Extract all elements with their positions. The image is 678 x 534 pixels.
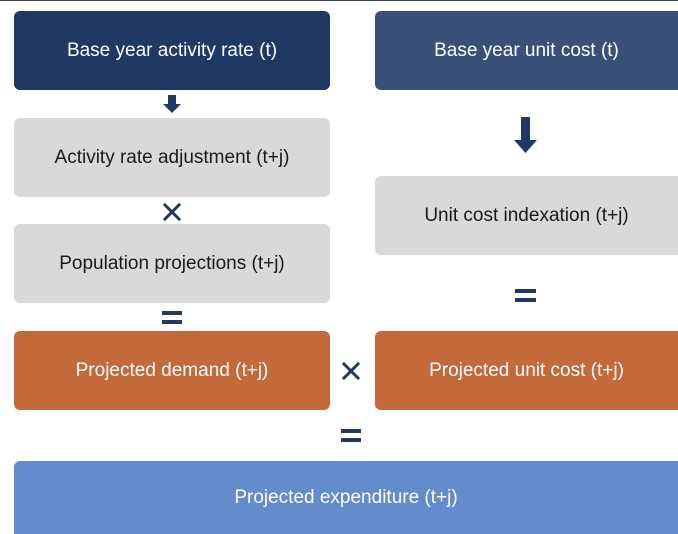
box: Projected expenditure (t+j) (14, 461, 678, 534)
equals (515, 298, 536, 302)
box: Unit cost indexation (t+j) (375, 176, 678, 255)
equals (162, 311, 182, 315)
times (162, 202, 182, 222)
equals (341, 438, 361, 442)
equals (162, 320, 182, 324)
top-rule (0, 0, 678, 1)
box: Population projections (t+j) (14, 224, 330, 303)
box: Activity rate adjustment (t+j) (14, 118, 330, 197)
box: Projected unit cost (t+j) (375, 331, 678, 410)
arrow-down (163, 95, 181, 113)
times (341, 361, 361, 381)
equals (341, 429, 361, 433)
equals (515, 289, 536, 293)
box: Projected demand (t+j) (14, 331, 330, 410)
box: Base year unit cost (t) (375, 11, 678, 90)
arrow-down (514, 117, 537, 153)
box: Base year activity rate (t) (14, 11, 330, 90)
